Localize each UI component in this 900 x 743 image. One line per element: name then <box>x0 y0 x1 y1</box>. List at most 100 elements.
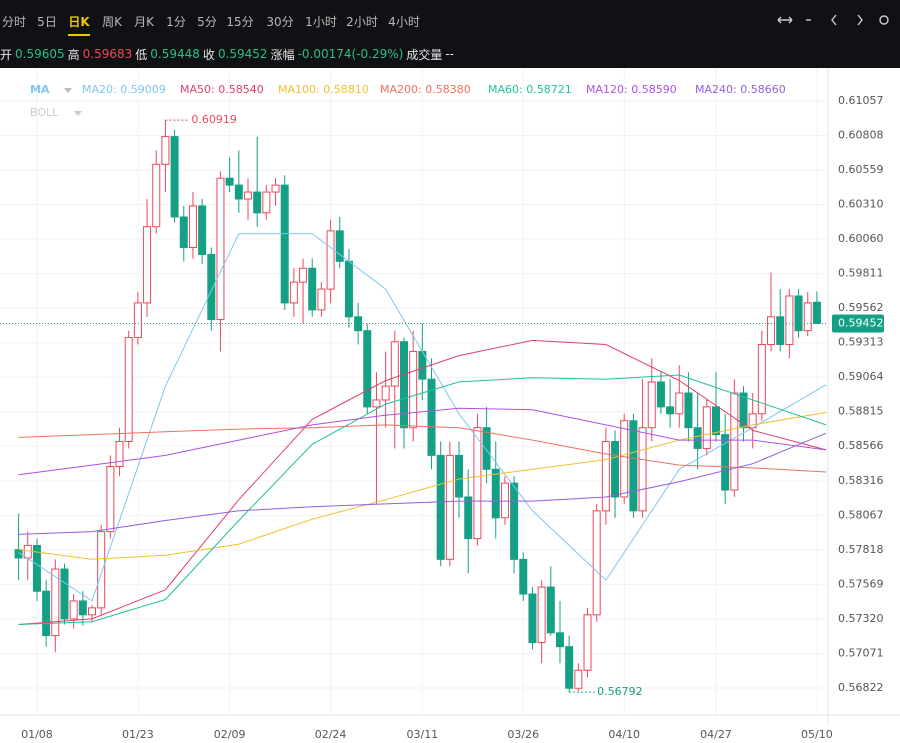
candle-body <box>51 568 60 637</box>
tab[interactable]: 分时 <box>1 15 27 29</box>
legend-entry: MA60: 0.58721 <box>488 83 572 96</box>
next-icon[interactable] <box>857 14 863 26</box>
y-tick-label: 0.60559 <box>838 163 884 176</box>
candle-body <box>464 496 473 540</box>
candle-body <box>510 482 519 560</box>
x-tick-label: 01/08 <box>21 728 53 741</box>
quote-label: 成交量 <box>406 47 443 62</box>
quote-row: 开 0.59605 高 0.59683 低 0.59448 收 0.59452 涨幅 -0.001… <box>0 40 900 68</box>
x-tick-label: 05/10 <box>801 728 833 741</box>
tab[interactable]: 15分 <box>226 15 254 29</box>
candle-body <box>666 406 675 415</box>
ma-line <box>18 407 827 476</box>
candle-body <box>225 177 234 186</box>
candle-body <box>317 288 326 311</box>
candle-body <box>656 381 665 408</box>
candle-body <box>491 468 500 519</box>
y-tick-label: 0.57569 <box>838 577 884 590</box>
candle-body <box>574 669 583 689</box>
legend-entry: MA240: 0.58660 <box>695 83 786 96</box>
quote-label: 高 <box>67 47 80 62</box>
expand-icon[interactable] <box>777 16 793 24</box>
quote-value: 0.59452 <box>217 47 268 61</box>
high-marker: 0.60919 <box>191 113 237 126</box>
candle-body <box>244 191 252 200</box>
candle-body <box>427 378 436 456</box>
tab[interactable]: 30分 <box>266 15 294 29</box>
ma-line <box>18 339 827 625</box>
legend-caret <box>64 88 72 93</box>
ma-line <box>18 374 827 625</box>
active-underline <box>68 34 90 36</box>
tab[interactable]: 4小时 <box>388 15 420 29</box>
candle-body <box>23 544 32 559</box>
candle-body <box>188 205 197 248</box>
candle-body <box>363 330 372 408</box>
candle-body <box>381 385 390 401</box>
candle-body <box>537 586 546 644</box>
candle-body <box>326 230 335 290</box>
tab[interactable]: 5分 <box>197 15 217 29</box>
candle-body <box>675 392 684 415</box>
tab[interactable]: 1分 <box>166 15 186 29</box>
settings-icon[interactable] <box>879 15 889 25</box>
legend-entry: MA100: 0.58810 <box>278 83 369 96</box>
y-tick-label: 0.60310 <box>838 198 884 211</box>
y-tick-label: 0.56822 <box>838 681 884 694</box>
legend-entry: MA200: 0.58380 <box>380 83 471 96</box>
candle-body <box>409 350 418 429</box>
candle-body <box>436 454 445 560</box>
candle-body <box>519 558 528 595</box>
candle-body <box>271 184 280 193</box>
candle-body <box>776 316 785 346</box>
candle-body <box>693 427 702 449</box>
quote-value: 0.59683 <box>82 47 133 61</box>
y-tick-label: 0.58316 <box>838 474 884 487</box>
candle-body <box>106 465 115 533</box>
candle-body <box>88 607 97 616</box>
tab[interactable]: 5日 <box>37 15 57 29</box>
candle-body <box>629 420 638 512</box>
candle-body <box>785 295 794 346</box>
candle-body <box>78 600 87 616</box>
low-marker: 0.56792 <box>597 685 643 698</box>
candle-body <box>611 441 620 498</box>
y-tick-label: 0.60060 <box>838 232 884 245</box>
candle-body <box>97 531 106 609</box>
candle-body <box>399 341 408 429</box>
prev-icon[interactable] <box>831 14 837 26</box>
quote-label: 低 <box>135 47 148 62</box>
candle-body <box>482 427 491 470</box>
candle-body <box>170 136 179 218</box>
legend-header: BOLL <box>30 106 59 119</box>
quote-value: 0.59448 <box>150 47 200 61</box>
candle-body <box>289 281 298 304</box>
toolbar-icons <box>777 14 889 26</box>
candle-body <box>115 441 124 467</box>
candle-body <box>133 302 142 339</box>
quote-value: -- <box>445 47 455 61</box>
y-tick-label: 0.61057 <box>838 94 884 107</box>
tab[interactable]: 月K <box>134 15 154 29</box>
tab[interactable]: 2小时 <box>346 15 378 29</box>
candle-body <box>455 454 464 498</box>
candle-body <box>299 267 308 283</box>
tab[interactable]: 日K <box>68 15 90 29</box>
candle-body <box>812 301 821 324</box>
candle-body <box>335 230 344 262</box>
candle-body <box>234 184 243 200</box>
candle-body <box>739 392 748 429</box>
candle-body <box>390 341 399 387</box>
candle-body <box>721 434 730 491</box>
candle-body <box>555 632 564 648</box>
quote-label: 涨幅 <box>270 47 295 62</box>
candle-body <box>803 302 812 332</box>
tab[interactable]: 周K <box>102 15 122 29</box>
candle-body <box>620 420 629 498</box>
x-tick-label: 04/10 <box>608 728 640 741</box>
legend-caret <box>74 111 82 116</box>
candle-body <box>546 586 555 634</box>
tab[interactable]: 1小时 <box>305 15 337 29</box>
y-tick-label: 0.60808 <box>838 128 884 141</box>
